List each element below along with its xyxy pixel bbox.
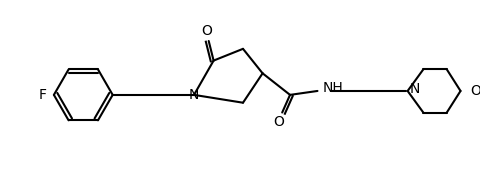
Text: NH: NH — [323, 81, 343, 95]
Text: O: O — [201, 24, 212, 38]
Text: F: F — [39, 88, 47, 102]
Text: N: N — [409, 82, 420, 96]
Text: O: O — [273, 115, 284, 129]
Text: O: O — [470, 84, 480, 98]
Text: N: N — [189, 88, 199, 102]
